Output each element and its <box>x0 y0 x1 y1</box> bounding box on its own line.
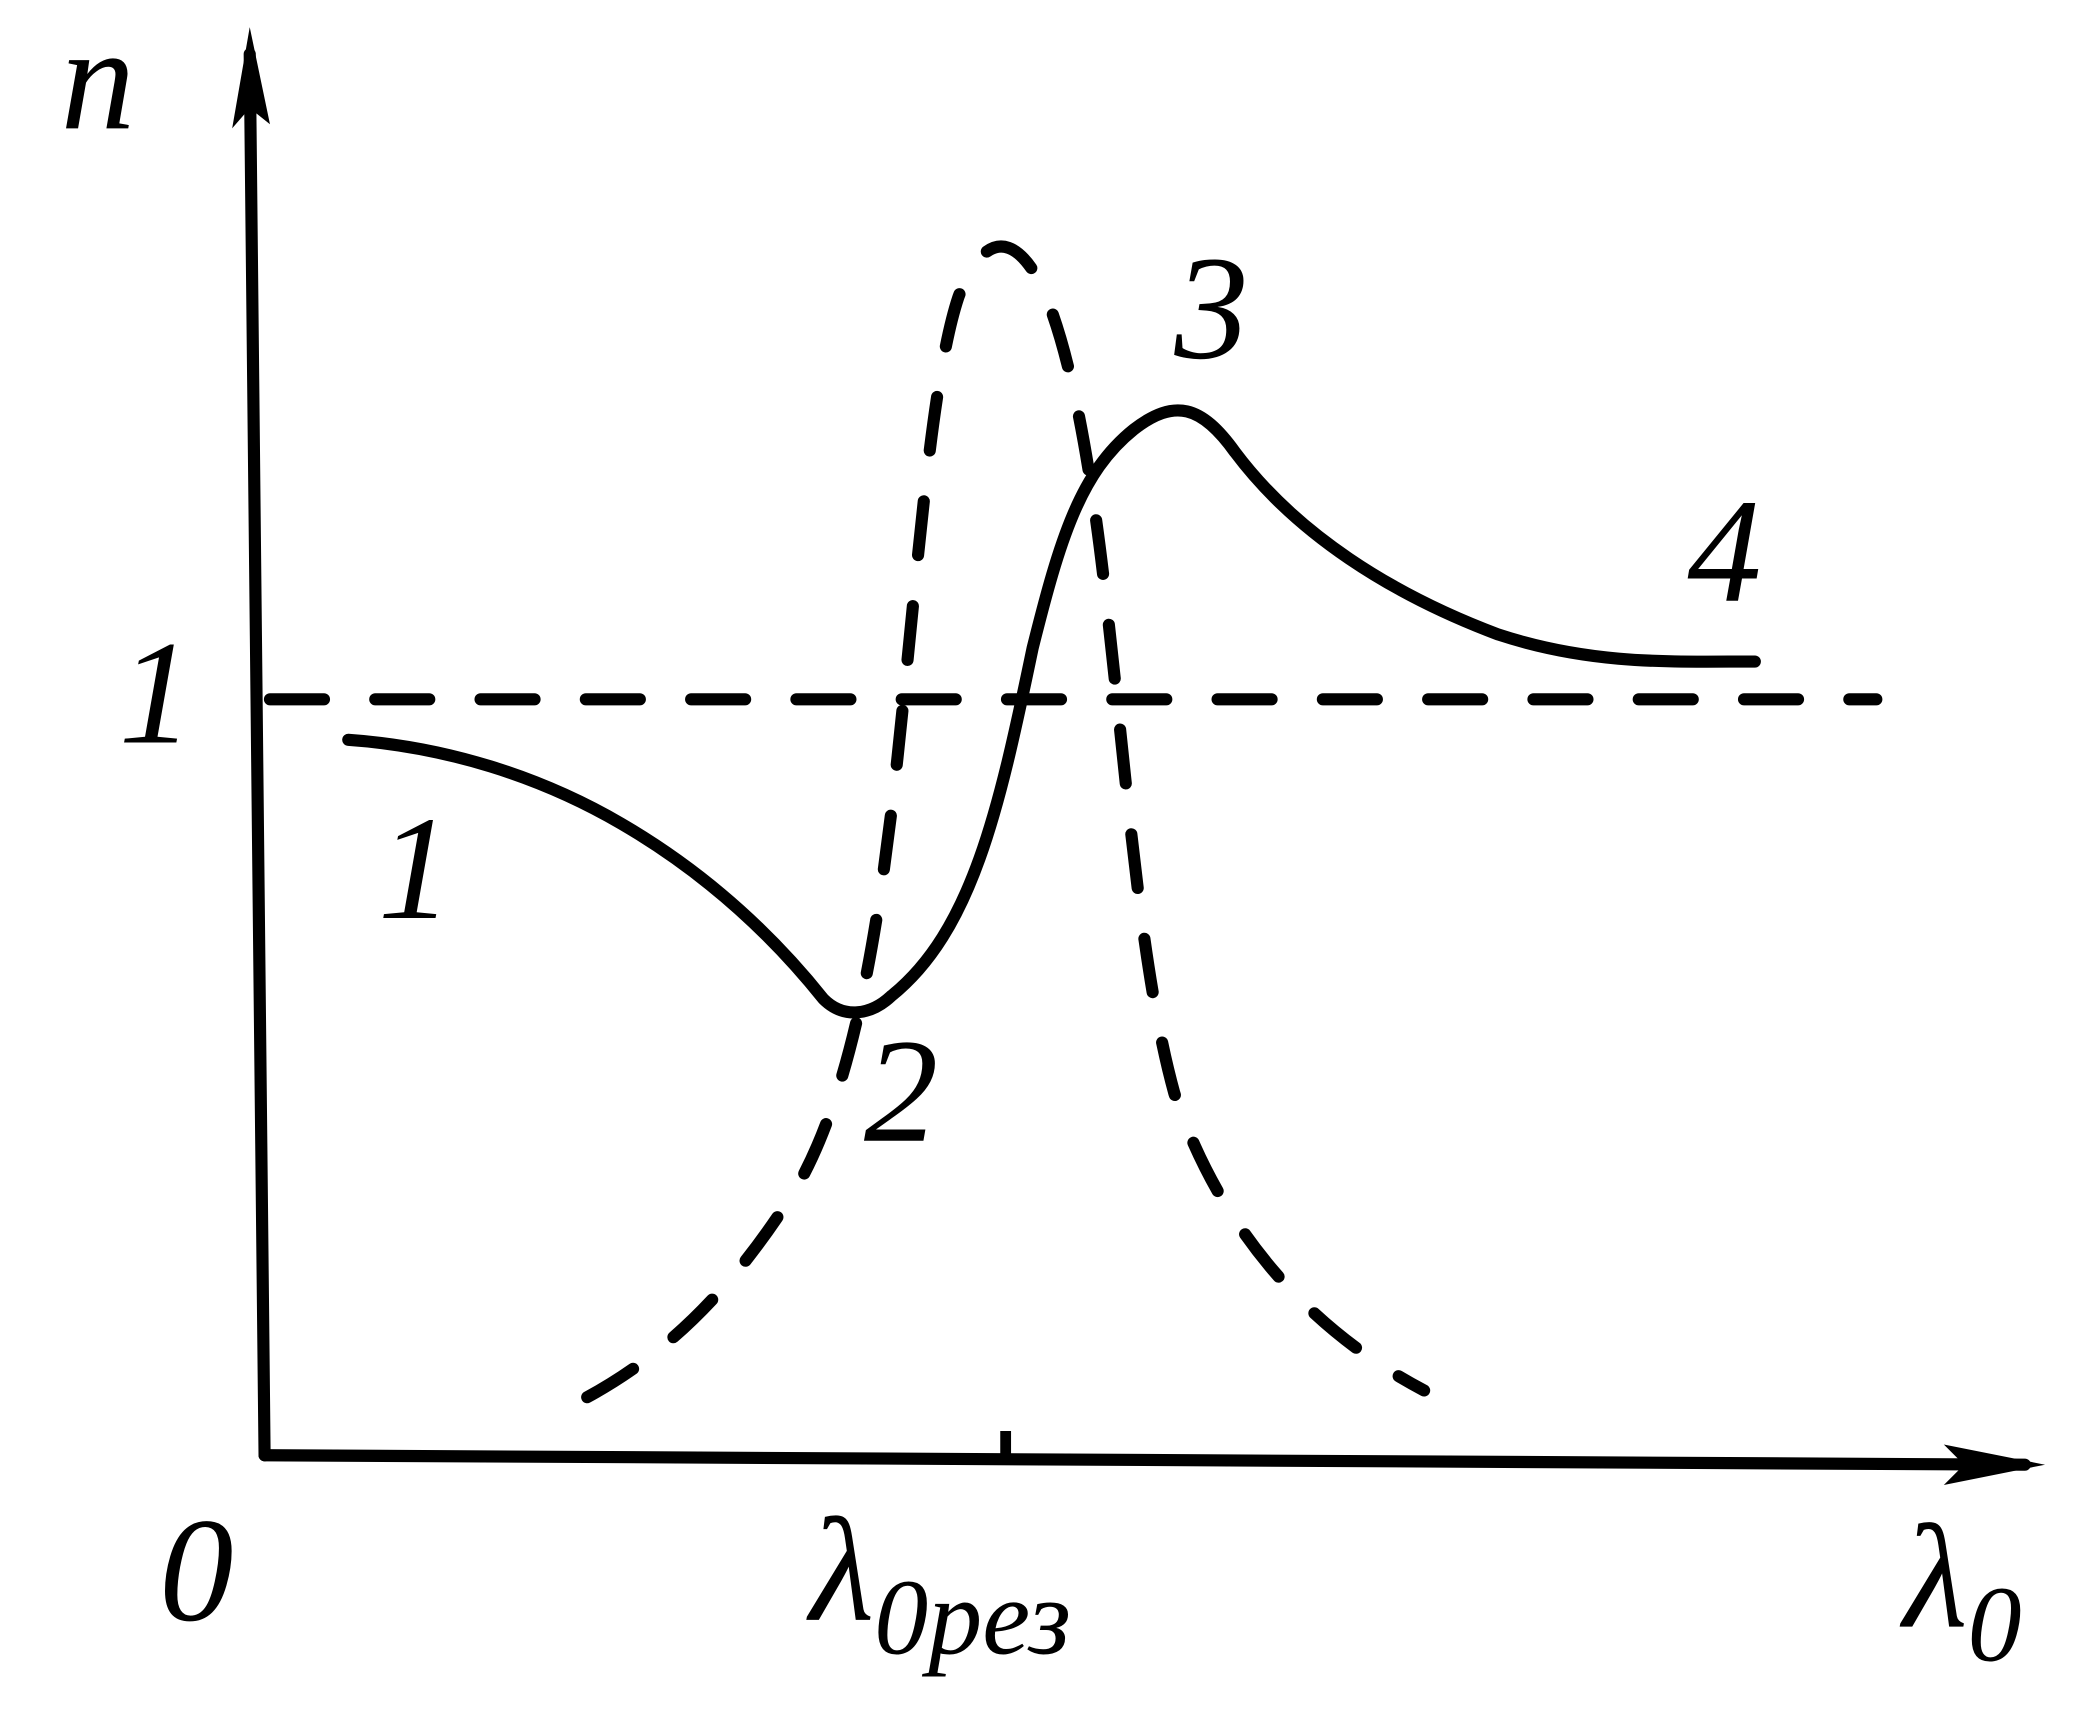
y-axis-arrow <box>232 27 270 129</box>
curve-label: 4 <box>1687 470 1761 634</box>
curve-label: 2 <box>864 1010 938 1174</box>
y-axis-label: n <box>61 0 135 161</box>
resonance-subscript: 0рез <box>874 1559 1071 1678</box>
curve-label: 3 <box>1173 227 1248 391</box>
origin-label: 0 <box>159 1489 233 1653</box>
x-axis <box>258 1449 2031 1471</box>
dispersion-curve <box>342 404 1761 1019</box>
x-axis-subscript: 0 <box>1968 1565 2022 1684</box>
y-axis <box>243 48 271 1462</box>
curve-label: 1 <box>378 787 452 951</box>
unit-level-label: 1 <box>119 612 193 776</box>
resonance-label: λ0рез <box>806 1489 1071 1678</box>
x-axis-arrow <box>1943 1444 2046 1485</box>
absorption-curve <box>581 240 1431 1404</box>
x-axis-symbol: λ <box>1899 1496 1967 1660</box>
x-axis-label: λ0 <box>1899 1496 2021 1685</box>
resonance-symbol: λ <box>806 1489 874 1653</box>
